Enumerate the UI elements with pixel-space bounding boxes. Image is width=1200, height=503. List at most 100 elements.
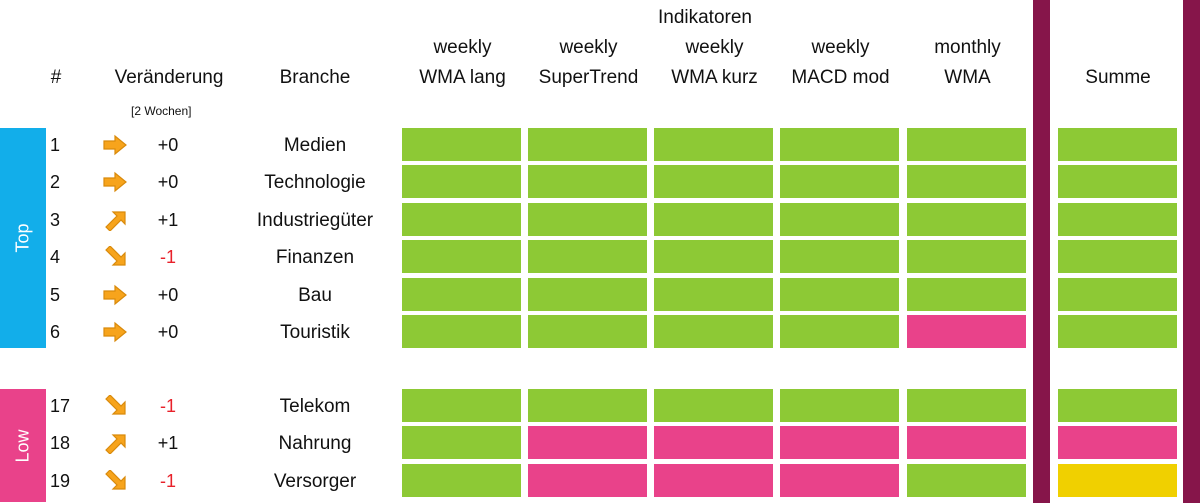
signal-cell-4 bbox=[780, 128, 899, 161]
signal-cell-5 bbox=[907, 128, 1026, 161]
indicator-header-2-line2: SuperTrend bbox=[538, 67, 639, 88]
change-value: +1 bbox=[157, 210, 179, 230]
sector-header: Branche bbox=[279, 67, 351, 88]
sum-header: Summe bbox=[1085, 67, 1151, 88]
change-value: -1 bbox=[159, 396, 176, 416]
signal-cell-2 bbox=[528, 389, 647, 422]
indicator-header-3-line1: weekly bbox=[685, 37, 744, 58]
signal-cell-3 bbox=[654, 464, 773, 497]
signal-cell-1 bbox=[402, 240, 521, 273]
top-group-band: Top bbox=[0, 128, 46, 348]
sector-name: Finanzen bbox=[275, 247, 355, 268]
indicator-header-5-line1: monthly bbox=[934, 37, 1001, 58]
indicator-header-4-line2: MACD mod bbox=[791, 67, 890, 88]
low-group-band: Low bbox=[0, 389, 46, 502]
sector-name: Medien bbox=[283, 135, 347, 156]
arrow-down-right-icon bbox=[102, 469, 128, 492]
signal-cell-1 bbox=[402, 426, 521, 459]
change-header: Veränderung bbox=[114, 67, 224, 88]
sum-divider-bar bbox=[1033, 0, 1050, 503]
signal-cell-2 bbox=[528, 426, 647, 459]
rank-cell: 19 bbox=[50, 471, 71, 491]
arrow-right-icon bbox=[102, 134, 128, 156]
signal-cell-4 bbox=[780, 203, 899, 236]
signal-cell-4 bbox=[780, 315, 899, 348]
signal-cell-4 bbox=[780, 240, 899, 273]
top-group-label: Top bbox=[12, 223, 33, 253]
signal-cell-4 bbox=[780, 389, 899, 422]
sum-cell bbox=[1058, 128, 1177, 161]
signal-cell-5 bbox=[907, 240, 1026, 273]
rank-cell: 3 bbox=[50, 210, 61, 230]
arrow-up-right-icon bbox=[102, 209, 128, 232]
signal-cell-5 bbox=[907, 203, 1026, 236]
signal-cell-3 bbox=[654, 315, 773, 348]
arrow-right-icon bbox=[102, 171, 128, 193]
signal-cell-1 bbox=[402, 315, 521, 348]
change-value: +0 bbox=[157, 322, 179, 342]
change-value: +1 bbox=[157, 433, 179, 453]
signal-cell-1 bbox=[402, 165, 521, 198]
sum-cell bbox=[1058, 203, 1177, 236]
sum-cell bbox=[1058, 315, 1177, 348]
arrow-right-icon bbox=[102, 321, 128, 343]
signal-cell-5 bbox=[907, 464, 1026, 497]
rank-cell: 2 bbox=[50, 172, 61, 192]
signal-cell-2 bbox=[528, 203, 647, 236]
signal-cell-3 bbox=[654, 426, 773, 459]
signal-cell-4 bbox=[780, 464, 899, 497]
arrow-right-icon bbox=[102, 284, 128, 306]
indicator-header-3-line2: WMA kurz bbox=[671, 67, 758, 88]
right-edge-bar bbox=[1183, 0, 1200, 503]
signal-cell-5 bbox=[907, 278, 1026, 311]
signal-cell-5 bbox=[907, 426, 1026, 459]
signal-cell-5 bbox=[907, 315, 1026, 348]
signal-cell-2 bbox=[528, 278, 647, 311]
change-value: +0 bbox=[157, 285, 179, 305]
sector-name: Bau bbox=[298, 285, 332, 306]
signal-cell-1 bbox=[402, 128, 521, 161]
indicators-group-header: Indikatoren bbox=[657, 7, 752, 28]
sector-name: Versorger bbox=[273, 471, 357, 492]
sector-name: Industriegüter bbox=[256, 210, 374, 231]
signal-cell-1 bbox=[402, 464, 521, 497]
change-value: -1 bbox=[159, 247, 176, 267]
signal-cell-1 bbox=[402, 203, 521, 236]
signal-cell-2 bbox=[528, 240, 647, 273]
sum-cell bbox=[1058, 389, 1177, 422]
arrow-up-right-icon bbox=[102, 432, 128, 455]
signal-cell-5 bbox=[907, 165, 1026, 198]
signal-cell-4 bbox=[780, 165, 899, 198]
sector-name: Nahrung bbox=[278, 433, 352, 454]
signal-cell-3 bbox=[654, 165, 773, 198]
rank-cell: 4 bbox=[50, 247, 61, 267]
signal-cell-3 bbox=[654, 203, 773, 236]
signal-cell-1 bbox=[402, 389, 521, 422]
sum-cell bbox=[1058, 165, 1177, 198]
signal-cell-1 bbox=[402, 278, 521, 311]
indicator-header-5-line2: WMA bbox=[944, 67, 991, 88]
sum-cell bbox=[1058, 278, 1177, 311]
arrow-down-right-icon bbox=[102, 245, 128, 268]
indicator-header-1-line1: weekly bbox=[433, 37, 492, 58]
change-value: +0 bbox=[157, 135, 179, 155]
rank-cell: 5 bbox=[50, 285, 61, 305]
signal-cell-3 bbox=[654, 278, 773, 311]
rank-header: # bbox=[50, 67, 62, 88]
signal-cell-2 bbox=[528, 315, 647, 348]
sector-name: Technologie bbox=[264, 172, 366, 193]
rank-cell: 6 bbox=[50, 322, 61, 342]
rank-cell: 1 bbox=[50, 135, 61, 155]
sum-cell bbox=[1058, 426, 1177, 459]
low-group-label: Low bbox=[12, 428, 33, 463]
signal-cell-3 bbox=[654, 389, 773, 422]
signal-cell-3 bbox=[654, 240, 773, 273]
indicator-header-2-line1: weekly bbox=[559, 37, 618, 58]
sector-name: Touristik bbox=[280, 322, 350, 343]
sum-cell bbox=[1058, 240, 1177, 273]
signal-cell-4 bbox=[780, 278, 899, 311]
signal-cell-4 bbox=[780, 426, 899, 459]
rank-cell: 17 bbox=[50, 396, 71, 416]
signal-cell-3 bbox=[654, 128, 773, 161]
indicator-header-4-line1: weekly bbox=[811, 37, 870, 58]
